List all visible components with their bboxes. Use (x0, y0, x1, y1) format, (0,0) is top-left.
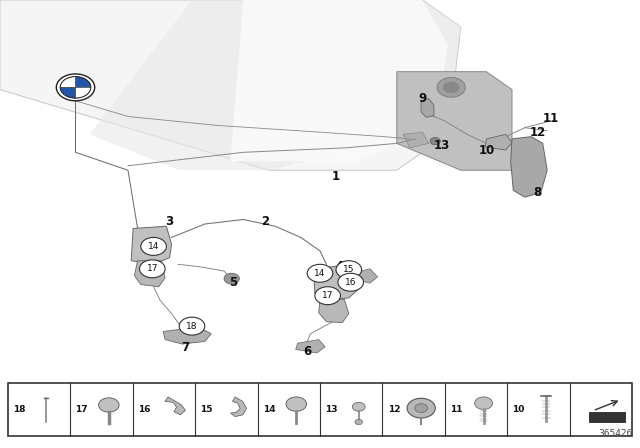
Text: 365426: 365426 (598, 429, 632, 438)
Text: 6: 6 (303, 345, 311, 358)
Text: 17: 17 (76, 405, 88, 414)
Circle shape (224, 273, 239, 284)
Polygon shape (397, 72, 512, 170)
FancyBboxPatch shape (589, 412, 625, 422)
Text: 2: 2 (262, 215, 269, 228)
Text: 1: 1 (332, 170, 340, 184)
Text: 13: 13 (325, 405, 338, 414)
Text: 12: 12 (529, 125, 546, 139)
Circle shape (443, 82, 460, 93)
Wedge shape (76, 77, 91, 87)
Text: 17: 17 (322, 291, 333, 300)
Text: 11: 11 (450, 405, 463, 414)
Polygon shape (314, 265, 357, 300)
Polygon shape (230, 397, 246, 417)
Circle shape (338, 273, 364, 291)
Text: 9: 9 (419, 92, 426, 105)
Polygon shape (421, 99, 434, 117)
Polygon shape (0, 0, 461, 170)
Polygon shape (319, 299, 349, 323)
Polygon shape (403, 132, 429, 148)
Text: 14: 14 (314, 269, 326, 278)
Polygon shape (485, 134, 512, 150)
Text: 10: 10 (478, 143, 495, 157)
Polygon shape (165, 397, 186, 415)
Text: 18: 18 (186, 322, 198, 331)
Circle shape (141, 237, 166, 255)
Circle shape (336, 261, 362, 279)
Text: 14: 14 (148, 242, 159, 251)
Circle shape (179, 317, 205, 335)
FancyBboxPatch shape (8, 383, 632, 436)
Polygon shape (134, 261, 165, 287)
Wedge shape (60, 87, 76, 98)
Wedge shape (76, 87, 91, 98)
Circle shape (56, 74, 95, 101)
Circle shape (99, 398, 119, 412)
Circle shape (415, 404, 428, 413)
Circle shape (355, 419, 363, 425)
Circle shape (307, 264, 333, 282)
Polygon shape (131, 226, 172, 264)
Text: 4: 4 (335, 260, 343, 273)
Circle shape (475, 397, 493, 409)
Polygon shape (355, 269, 378, 283)
Text: 11: 11 (542, 112, 559, 125)
Text: 14: 14 (262, 405, 275, 414)
Text: 15: 15 (343, 265, 355, 274)
Text: 10: 10 (513, 405, 525, 414)
Circle shape (353, 402, 365, 411)
Circle shape (430, 138, 440, 145)
Text: 16: 16 (345, 278, 356, 287)
Text: 15: 15 (200, 405, 212, 414)
Circle shape (315, 287, 340, 305)
Text: 7: 7 (182, 340, 189, 354)
Circle shape (286, 397, 307, 411)
Polygon shape (511, 137, 547, 197)
Polygon shape (163, 327, 211, 344)
Wedge shape (60, 77, 76, 87)
Polygon shape (90, 0, 461, 170)
Text: 12: 12 (388, 405, 400, 414)
Text: 18: 18 (13, 405, 26, 414)
Text: 3: 3 (166, 215, 173, 228)
Text: 13: 13 (433, 139, 450, 152)
Text: 17: 17 (147, 264, 158, 273)
Polygon shape (296, 340, 325, 353)
Text: 8: 8 (534, 186, 541, 199)
Circle shape (407, 398, 435, 418)
Circle shape (437, 78, 465, 97)
Circle shape (140, 260, 165, 278)
Text: 16: 16 (138, 405, 150, 414)
Polygon shape (230, 0, 448, 161)
Text: 5: 5 (230, 276, 237, 289)
